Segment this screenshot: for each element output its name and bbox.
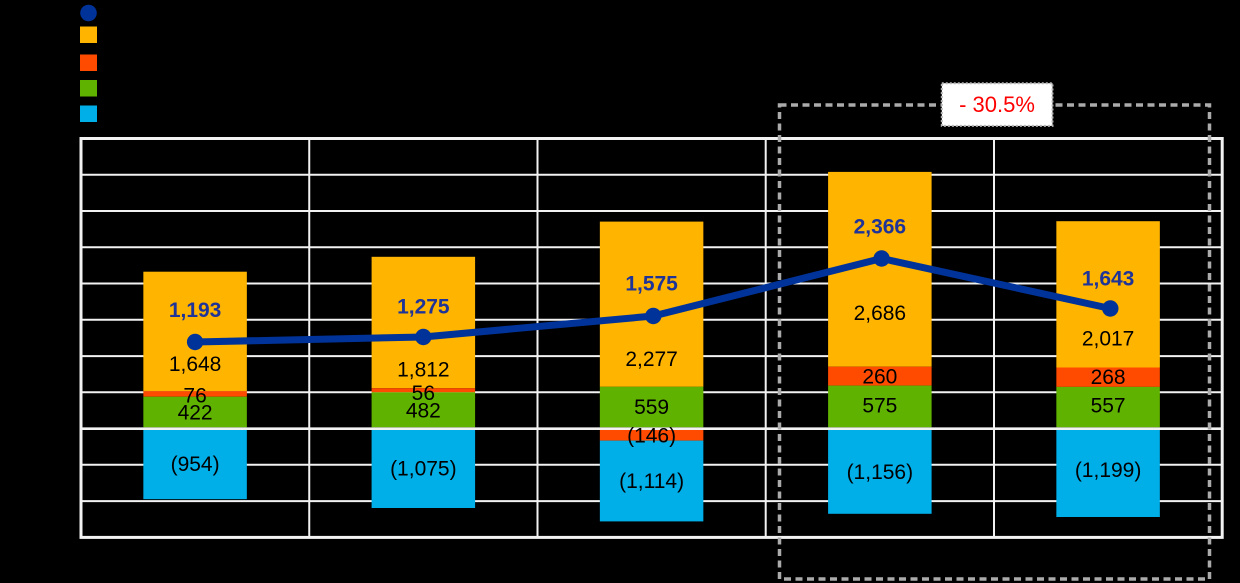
svg-text:268: 268 [1091, 366, 1126, 389]
svg-text:(1,156): (1,156) [847, 461, 914, 484]
svg-text:(1,075): (1,075) [390, 458, 457, 481]
svg-text:1,193: 1,193 [169, 299, 222, 322]
svg-text:557: 557 [1091, 395, 1126, 418]
svg-text:(1,199): (1,199) [1075, 459, 1142, 482]
svg-text:1,648: 1,648 [169, 353, 222, 376]
svg-text:422: 422 [178, 402, 213, 425]
svg-text:559: 559 [634, 396, 669, 419]
svg-text:56: 56 [412, 382, 435, 405]
svg-text:(954): (954) [171, 453, 220, 476]
svg-text:1,643: 1,643 [1082, 268, 1135, 291]
svg-text:- 30.5%: - 30.5% [959, 92, 1035, 117]
svg-text:1,575: 1,575 [625, 272, 678, 295]
svg-text:575: 575 [862, 395, 897, 418]
svg-text:2,366: 2,366 [854, 215, 907, 238]
svg-text:(146): (146) [627, 424, 676, 447]
svg-text:2,686: 2,686 [854, 302, 907, 325]
svg-text:1,275: 1,275 [397, 296, 450, 319]
svg-text:482: 482 [406, 400, 441, 423]
svg-text:2,017: 2,017 [1082, 328, 1135, 351]
svg-text:76: 76 [183, 385, 206, 408]
svg-text:1,812: 1,812 [397, 359, 450, 382]
svg-text:(1,114): (1,114) [619, 470, 684, 493]
svg-text:2,277: 2,277 [625, 348, 678, 371]
svg-text:260: 260 [862, 365, 897, 388]
